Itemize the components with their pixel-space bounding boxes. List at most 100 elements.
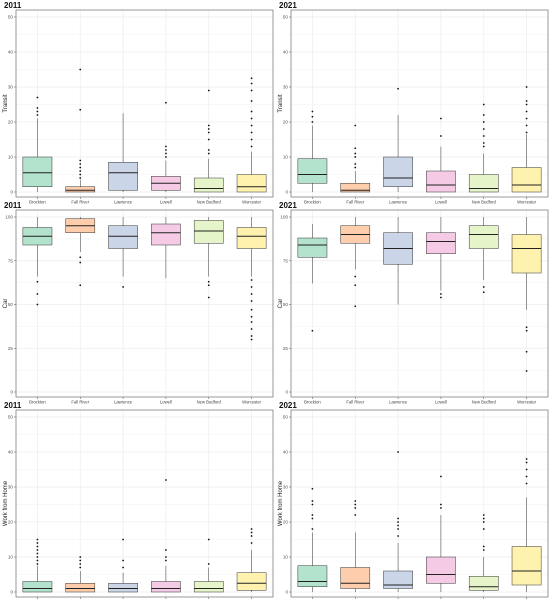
y-axis-label: Work from Home: [278, 480, 284, 526]
outlier-point: [207, 152, 210, 155]
outlier-point: [440, 117, 442, 120]
y-tick-label: 10: [283, 155, 289, 160]
y-tick-label: 100: [5, 215, 13, 220]
outlier-point: [36, 293, 39, 295]
outlier-point: [165, 101, 167, 104]
plot-area: [16, 10, 273, 197]
outlier-point: [207, 563, 210, 565]
plot-frame: [290, 409, 549, 598]
outlier-point: [36, 563, 39, 565]
outlier-point: [440, 293, 442, 295]
x-tick-label: New Bedford: [472, 400, 497, 405]
y-tick-label: 75: [8, 258, 14, 263]
y-tick-label: 20: [283, 520, 289, 525]
outlier-point: [250, 138, 253, 141]
box-new-bedford: [468, 576, 499, 591]
outlier-point: [122, 559, 124, 562]
y-tick-label: 30: [283, 85, 289, 90]
outlier-point: [354, 124, 357, 127]
outlier-point: [525, 124, 528, 127]
outlier-point: [440, 475, 442, 478]
outlier-point: [525, 100, 528, 102]
box-brockton: [22, 581, 53, 593]
outlier-point: [36, 556, 39, 558]
outlier-point: [354, 275, 357, 278]
y-tick-label: 10: [283, 555, 289, 560]
outlier-point: [207, 138, 210, 141]
boxplot-svg: 2011 0 10 20 30 40 50 Transit Brockton Fall River…: [3, 1, 274, 205]
boxplot-svg: 2021 0 25 50 75 100 Car Brockton Fall River Lawre…: [278, 201, 549, 405]
box-fall-river: [65, 583, 96, 593]
box-fall-river: [65, 186, 96, 193]
outlier-point: [36, 545, 39, 548]
outlier-point: [482, 145, 485, 148]
outlier-point: [482, 545, 485, 548]
outlier-point: [482, 517, 485, 520]
outlier-point: [165, 156, 167, 158]
x-tick-label: Fall River: [346, 400, 364, 405]
outlier-point: [250, 131, 253, 134]
box-lawrence: [108, 225, 138, 249]
x-tick-label: Fall River: [346, 200, 364, 205]
outlier-point: [36, 559, 39, 562]
x-tick-label: Lawrence: [389, 400, 408, 405]
outlier-point: [397, 521, 399, 523]
y-tick-label: 0: [285, 390, 288, 395]
box-fall-river: [340, 567, 371, 589]
outlier-point: [482, 521, 485, 523]
outlier-point: [250, 321, 253, 323]
box-new-bedford: [193, 581, 224, 593]
x-tick-label: New Bedford: [197, 400, 222, 405]
box-brockton: [297, 237, 328, 258]
box-lawrence: [108, 162, 138, 191]
x-tick-label: Lowell: [435, 200, 447, 205]
outlier-point: [525, 110, 528, 113]
outlier-point: [79, 108, 82, 111]
y-tick-label: 0: [10, 190, 13, 195]
x-tick-label: Lowell: [160, 200, 172, 205]
y-tick-label: 50: [283, 415, 289, 420]
plot-area: [291, 210, 548, 397]
outlier-point: [482, 528, 485, 530]
y-tick-label: 30: [8, 85, 14, 90]
box-new-bedford: [193, 220, 224, 244]
outlier-point: [250, 100, 253, 102]
outlier-point: [354, 156, 357, 158]
plot-area: [16, 210, 273, 397]
x-tick-label: Lawrence: [114, 400, 133, 405]
x-tick-label: Worcester: [517, 200, 537, 205]
outlier-point: [79, 68, 82, 71]
plot-area: [291, 410, 548, 597]
y-tick-label: 40: [283, 50, 289, 55]
x-tick-label: Lowell: [435, 400, 447, 405]
outlier-point: [79, 159, 82, 162]
outlier-point: [207, 149, 210, 151]
box-worcester: [511, 167, 542, 193]
plot-frame: [15, 409, 274, 598]
outlier-point: [79, 566, 82, 569]
outlier-point: [36, 107, 39, 109]
outlier-point: [354, 166, 357, 169]
y-tick-label: 0: [285, 190, 288, 195]
outlier-point: [122, 538, 124, 541]
outlier-point: [525, 350, 528, 353]
x-tick-label: New Bedford: [197, 200, 222, 205]
outlier-point: [36, 110, 39, 113]
outlier-point: [36, 552, 39, 555]
outlier-point: [250, 315, 253, 318]
outlier-point: [207, 538, 210, 541]
outlier-point: [122, 286, 124, 288]
boxplot-svg: 2021 0 10 20 30 40 50 Transit Brockton Fall River…: [278, 1, 549, 205]
y-axis-label: Transit: [278, 94, 284, 112]
outlier-point: [36, 114, 39, 116]
plot-area: [16, 410, 273, 597]
outlier-point: [250, 77, 253, 80]
x-tick-label: Lawrence: [389, 200, 408, 205]
outlier-point: [482, 514, 485, 516]
outlier-point: [354, 284, 357, 287]
box-worcester: [511, 234, 542, 274]
boxplot-svg: 2021 0 10 20 30 40 50 Work from Home Brockton Fal…: [278, 401, 549, 599]
y-tick-label: 30: [8, 485, 14, 490]
chart-panel-3: 2011 0 25 50 75 100 Car Brockton Fall River Lawre…: [0, 200, 275, 405]
outlier-point: [354, 163, 357, 165]
